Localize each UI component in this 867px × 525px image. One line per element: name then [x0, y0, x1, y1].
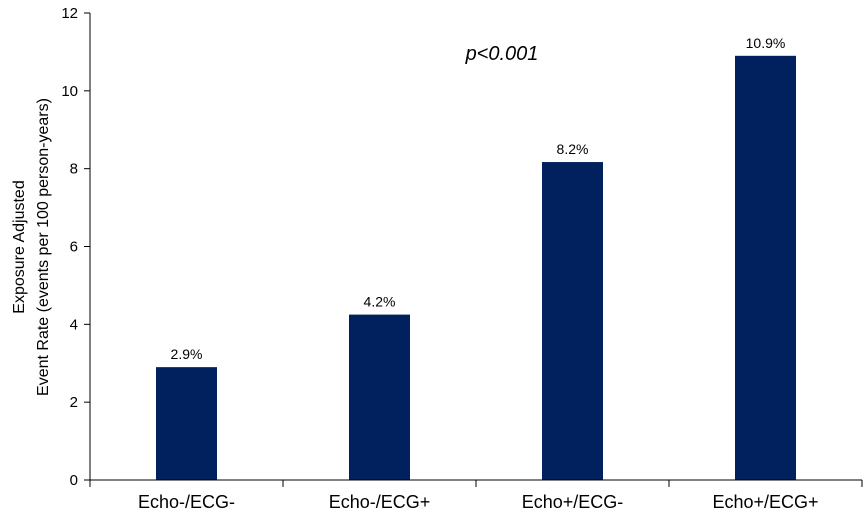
p-value-annotation: p<0.001 — [465, 43, 539, 65]
bar-echo-ecg — [542, 162, 603, 480]
axes-layer: 0 2 4 6 8 10 12 Echo-/ECG- Echo-/ECG+ Echo+/ECG- E… — [61, 5, 863, 512]
y-tick-label: 2 — [70, 394, 78, 411]
y-axis-title-line-2: Event Rate (events per 100 person-years) — [35, 98, 52, 396]
y-axis-title: Exposure Adjusted Event Rate (events per… — [11, 98, 52, 396]
y-tick-label: 6 — [70, 239, 78, 256]
bar-echo-ecg — [735, 55, 796, 480]
y-tick-label: 10 — [61, 83, 78, 100]
x-category-label: Echo-/ECG- — [138, 492, 235, 512]
bar-data-label: 4.2% — [364, 294, 396, 310]
bar-data-label: 8.2% — [557, 141, 589, 157]
bar-echo-ecg — [349, 314, 410, 480]
bar-data-label: 2.9% — [171, 346, 203, 362]
bar-data-label: 10.9% — [746, 35, 786, 51]
x-category-label: Echo-/ECG+ — [329, 492, 431, 512]
y-tick-label: 0 — [70, 472, 78, 489]
y-tick-label: 4 — [70, 316, 78, 333]
x-category-label: Echo+/ECG+ — [712, 492, 818, 512]
y-tick-label: 8 — [70, 161, 78, 178]
x-category-label: Echo+/ECG- — [522, 492, 624, 512]
bar-echo-ecg — [156, 367, 217, 480]
bars-layer: 2.9% 4.2% 8.2% 10.9% — [156, 35, 796, 480]
y-tick-label: 12 — [61, 5, 78, 22]
y-axis-title-line-1: Exposure Adjusted — [11, 180, 28, 313]
